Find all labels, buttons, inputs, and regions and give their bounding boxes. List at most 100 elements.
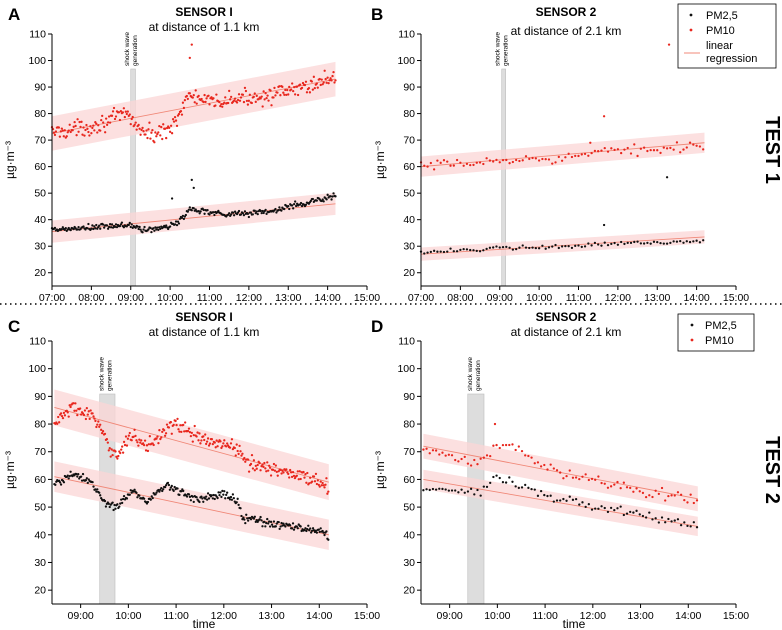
data-point-pm10 — [60, 127, 63, 130]
regression-line-pm10 — [420, 142, 705, 168]
data-point-pm10 — [69, 130, 72, 134]
data-point-pm10 — [431, 449, 435, 452]
data-point-pm10 — [610, 147, 613, 150]
data-point-pm10 — [268, 464, 271, 467]
data-point-pm25 — [632, 511, 635, 514]
data-point-pm10 — [146, 449, 150, 453]
data-point-pm10 — [324, 77, 327, 81]
data-point-pm25 — [291, 522, 295, 525]
data-point-pm10 — [105, 438, 109, 441]
data-point-pm25 — [128, 221, 131, 225]
data-point-pm10 — [654, 489, 657, 492]
data-point-pm10 — [264, 467, 267, 470]
data-point-pm10 — [288, 85, 291, 89]
data-point-pm10 — [129, 122, 132, 126]
data-point-pm10 — [58, 421, 61, 424]
data-point-pm10 — [53, 133, 57, 137]
data-point-pm25 — [76, 475, 79, 478]
data-point-pm25 — [246, 517, 249, 520]
data-point-pm10 — [137, 444, 140, 447]
data-point-pm25 — [508, 246, 511, 249]
data-point-pm10 — [290, 475, 294, 479]
data-point-pm10 — [298, 470, 301, 473]
data-point-pm10 — [287, 93, 290, 96]
data-point-pm25 — [167, 483, 171, 487]
data-point-pm10 — [552, 467, 555, 470]
data-point-pm10 — [181, 101, 185, 104]
data-point-pm10 — [163, 434, 167, 437]
data-point-pm25 — [228, 498, 232, 501]
data-point-pm10 — [305, 481, 308, 484]
data-point-pm25 — [93, 225, 96, 228]
data-point-pm10 — [623, 148, 626, 151]
data-point-pm25 — [229, 495, 233, 499]
data-point-pm25 — [164, 226, 167, 229]
data-point-pm10 — [539, 465, 543, 468]
data-point-pm25-outlier — [170, 197, 174, 200]
data-point-pm25 — [77, 225, 80, 229]
data-point-pm25 — [633, 240, 636, 244]
data-point-pm10 — [256, 463, 259, 467]
data-point-pm10 — [101, 430, 105, 433]
data-point-pm25 — [245, 513, 248, 516]
data-point-pm25 — [546, 494, 549, 498]
data-point-pm10 — [557, 155, 560, 159]
data-point-pm10 — [649, 148, 652, 152]
data-point-pm10 — [319, 480, 322, 483]
data-point-pm10 — [436, 159, 439, 162]
data-point-pm10 — [97, 420, 100, 423]
data-point-pm10 — [85, 123, 88, 127]
data-point-pm10 — [135, 439, 138, 442]
data-point-pm10 — [638, 490, 641, 493]
data-point-pm10 — [457, 460, 460, 463]
data-point-pm10 — [659, 151, 662, 155]
data-point-pm10 — [147, 443, 151, 446]
data-point-pm25 — [304, 203, 308, 206]
data-point-pm10 — [527, 454, 530, 458]
data-point-pm25 — [188, 206, 191, 209]
data-point-pm10 — [202, 435, 205, 438]
data-point-pm25 — [95, 223, 98, 227]
data-point-pm10 — [434, 449, 438, 452]
data-point-pm10 — [58, 135, 62, 138]
data-point-pm10 — [142, 444, 146, 447]
data-point-pm10 — [90, 132, 93, 135]
data-point-pm10 — [253, 92, 256, 95]
data-point-pm10 — [237, 452, 240, 456]
data-point-pm10 — [289, 468, 292, 472]
y-tick-label: 60 — [34, 474, 46, 486]
x-tick-label: 14:00 — [675, 610, 701, 622]
data-point-pm10 — [119, 110, 123, 113]
x-tick-label: 13:00 — [644, 292, 670, 304]
data-point-pm25 — [271, 525, 275, 528]
x-tick-label: 13:00 — [275, 292, 301, 304]
data-point-pm25 — [327, 538, 330, 541]
data-point-pm10 — [135, 128, 138, 131]
data-point-pm10 — [122, 107, 126, 110]
data-point-pm25 — [543, 493, 546, 497]
data-point-pm25 — [280, 521, 283, 525]
data-point-pm25 — [177, 222, 181, 225]
data-point-pm10 — [308, 482, 311, 485]
data-point-pm10 — [626, 146, 629, 150]
data-point-pm25 — [79, 475, 83, 478]
x-tick-label: 07:00 — [39, 292, 65, 304]
data-point-pm25 — [54, 483, 57, 486]
data-point-pm10 — [104, 117, 108, 120]
data-point-pm25 — [155, 491, 158, 494]
data-point-pm10 — [162, 123, 165, 126]
data-point-pm25 — [594, 507, 597, 510]
data-point-pm25 — [314, 529, 318, 532]
data-point-pm10 — [98, 425, 101, 428]
data-point-pm10 — [238, 99, 242, 102]
data-point-pm10 — [593, 149, 597, 152]
data-point-pm25 — [584, 505, 587, 509]
y-axis-label: µg·m⁻³ — [373, 451, 387, 489]
data-point-pm25 — [675, 240, 679, 243]
data-point-pm25 — [266, 517, 269, 521]
data-point-pm10 — [111, 110, 115, 113]
data-point-pm10 — [551, 162, 554, 165]
data-point-pm25 — [482, 249, 485, 252]
data-point-pm25 — [649, 242, 652, 245]
data-point-pm25 — [135, 491, 138, 495]
